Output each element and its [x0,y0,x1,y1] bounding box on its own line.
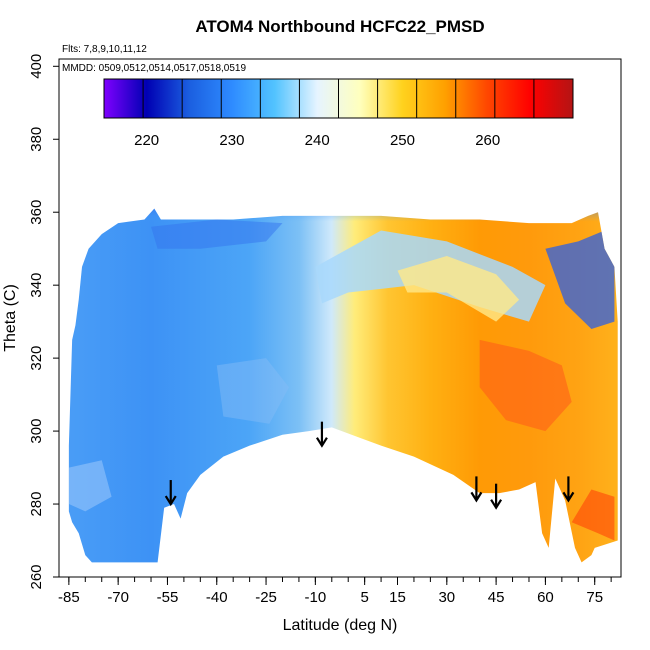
x-tick-label: -10 [305,589,327,606]
x-axis: -85 -70 -55 -40 -25 -10 5 15 30 45 60 75 [58,577,612,606]
arrow-marker [562,476,575,503]
colorbar [103,78,574,119]
colorbar-tick-label: 240 [305,132,330,149]
arrow-marker [164,480,177,507]
y-tick-label: 300 [28,419,45,444]
heatmap-top-shading [68,208,618,315]
y-tick-label: 320 [28,346,45,371]
y-tick-label: 380 [28,127,45,152]
x-axis-label: Latitude (deg N) [283,617,398,634]
x-tick-label: -40 [206,589,228,606]
y-tick-label: 360 [28,200,45,225]
y-tick-label: 400 [28,54,45,79]
x-tick-label: -70 [107,589,129,606]
arrow-head [562,491,575,503]
flights-subtitle: Flts: 7,8,9,10,11,12 [62,44,147,55]
chart-title: ATOM4 Northbound HCFC22_PMSD [195,17,484,36]
arrow-head [470,491,483,503]
x-tick-label: 15 [389,589,406,606]
y-tick-label: 260 [28,564,45,589]
arrow-head [315,437,328,448]
arrow-marker [490,483,503,510]
arrow-head [164,495,177,507]
dates-subtitle: MMDD: 0509,0512,0514,0517,0518,0519 [62,63,246,74]
arrow-marker [315,421,328,448]
colorbar-tick-labels: 220 230 240 250 260 [134,132,500,149]
y-axis-label: Theta (C) [2,284,19,352]
arrow-head [490,499,503,510]
heatmap-region-6 [216,358,290,424]
colorbar-frame [103,78,574,119]
x-tick-label: -55 [157,589,179,606]
y-tick-label: 280 [28,492,45,517]
colorbar-tick-label: 250 [390,132,415,149]
heatmap-region-7 [571,489,615,541]
colorbar-tick-label: 220 [134,132,159,149]
plot-frame [58,58,622,578]
colorbar-tick-label: 230 [219,132,244,149]
heatmap-region-2 [479,339,572,432]
x-tick-label: 75 [586,589,603,606]
y-axis: 260 280 300 320 340 360 380 400 [28,54,59,590]
y-tick-label: 340 [28,273,45,298]
x-tick-label: 45 [488,589,505,606]
x-tick-label: -25 [255,589,277,606]
arrow-marker [470,476,483,503]
flight-arrows [164,421,575,510]
x-tick-label: 30 [438,589,455,606]
x-tick-label: -85 [58,589,80,606]
heatmap-region-5 [68,460,112,512]
x-tick-label: 60 [537,589,554,606]
colorbar-tick-label: 260 [475,132,500,149]
x-tick-label: 5 [360,589,368,606]
